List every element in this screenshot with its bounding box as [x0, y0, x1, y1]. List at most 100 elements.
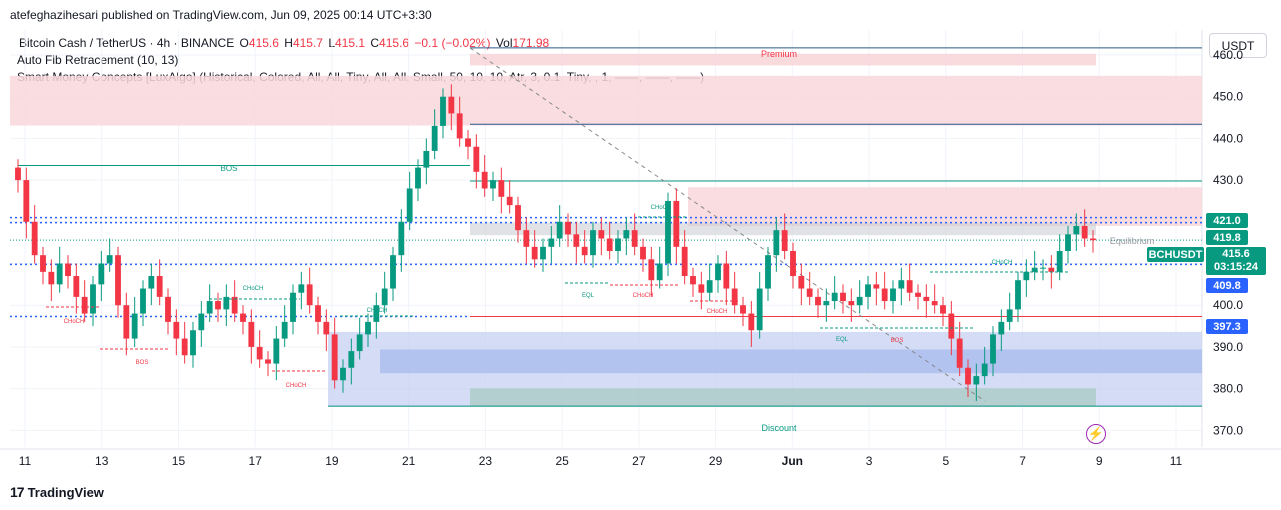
premium-zone-top [470, 53, 1096, 66]
candle-body [1073, 225, 1080, 235]
candle-body [148, 276, 155, 289]
choch-label: CHoCH [651, 205, 672, 211]
candle-body [815, 296, 821, 306]
currency-button[interactable]: USDT [1209, 33, 1267, 58]
candle-body [573, 234, 580, 247]
candle-body [731, 288, 738, 306]
candle-body [690, 276, 696, 285]
x-tick-label: 13 [95, 454, 109, 468]
fib-diagonal [469, 47, 986, 402]
tradingview-logo[interactable]: 17 TradingView [10, 484, 104, 500]
candle-body [1090, 238, 1096, 241]
candle-body [48, 271, 55, 285]
candle-body [556, 221, 563, 239]
y-tick-label: 390.0 [1213, 340, 1243, 354]
candle-body [540, 246, 546, 260]
candle-body [898, 280, 905, 289]
choch-label: CHoCH [286, 383, 307, 389]
candle-body [606, 238, 613, 252]
y-tick-label: 460.0 [1213, 48, 1243, 62]
supply-zone [688, 187, 1202, 226]
candle-body [931, 301, 938, 306]
candle-body [40, 255, 46, 272]
x-tick-label: 11 [19, 454, 32, 468]
candle-body [206, 301, 213, 314]
candle-body [973, 376, 980, 385]
brand-name: TradingView [27, 484, 104, 500]
candle-body [806, 288, 813, 297]
y-tick-label: 380.0 [1213, 382, 1243, 396]
candle-body [173, 321, 180, 339]
candle-body [565, 221, 571, 235]
choch-label: CHoCH [633, 293, 654, 299]
premium-label: Premium [761, 49, 797, 59]
candle-body [1031, 267, 1038, 272]
candle-body [415, 167, 421, 189]
y-tick-label: 450.0 [1213, 90, 1243, 104]
candle-body [523, 230, 530, 247]
candle-body [1006, 309, 1013, 322]
candle-body [965, 367, 971, 385]
candle-body [765, 255, 771, 289]
publisher-header: atefeghazihesari published on TradingVie… [10, 8, 432, 22]
candle-body [906, 280, 913, 293]
low-value: 415.1 [335, 36, 366, 50]
candle-body [381, 288, 388, 306]
candle-body [15, 167, 21, 181]
candle-body [656, 263, 663, 281]
candle-body [698, 284, 705, 293]
candle-body [790, 251, 796, 277]
candle-body [431, 125, 438, 151]
tv-mark-icon: 17 [10, 484, 25, 500]
candle-body [773, 230, 780, 256]
symbol-name[interactable]: Bitcoin Cash / TetherUS · 4h · BINANCE [19, 36, 235, 50]
candle-body [65, 263, 71, 277]
eql-label: EQL [836, 337, 849, 343]
candle-body [1056, 251, 1063, 272]
candle-body [1081, 225, 1088, 239]
x-tick-label: 9 [1096, 454, 1103, 468]
candle-body [331, 334, 338, 381]
candle-body [23, 180, 30, 222]
candle-body [681, 246, 688, 277]
x-tick-label: 11 [1170, 454, 1183, 468]
candle-body [448, 96, 455, 114]
lightning-icon[interactable]: ⚡ [1086, 424, 1106, 444]
symbol-row[interactable]: Bitcoin Cash / TetherUS · 4h · BINANCE O… [17, 35, 704, 52]
candle-body [723, 263, 730, 289]
candle-body [423, 150, 430, 168]
candle-body [81, 296, 88, 314]
candle-body [798, 276, 805, 289]
candle-body [31, 221, 38, 256]
high-label: H [284, 36, 293, 50]
candle-body [490, 180, 496, 189]
volume-value: 171.98 [512, 36, 550, 50]
indicator-fib[interactable]: Auto Fib Retracement (10, 13) [17, 53, 179, 67]
candle-body [506, 196, 513, 206]
candle-body [365, 321, 371, 335]
candle-body [873, 284, 880, 289]
candle-body [865, 284, 871, 297]
premium-zone [10, 75, 1202, 126]
candle-body [106, 255, 113, 264]
last-price: 415.6 [1222, 248, 1250, 260]
candle-body [281, 321, 288, 339]
choch-label: CHoCH [367, 308, 388, 314]
candle-body [190, 330, 196, 356]
candle-body [473, 146, 480, 172]
candle-body [440, 96, 446, 126]
last-price-tag: 415.6 03:15:24 [1206, 247, 1266, 275]
y-tick-label: 370.0 [1213, 423, 1243, 437]
candle-body [315, 305, 321, 322]
symbol-price-tag: BCHUSDT [1147, 247, 1204, 262]
candle-body [915, 292, 921, 297]
candle-body [240, 313, 246, 322]
candle-body [406, 188, 413, 222]
candle-body [265, 359, 271, 364]
candle-body [615, 238, 621, 252]
choch-label: CHoCH [64, 319, 85, 325]
close-value: 415.6 [379, 36, 410, 50]
candle-body [498, 180, 505, 197]
candle-body [881, 288, 888, 302]
